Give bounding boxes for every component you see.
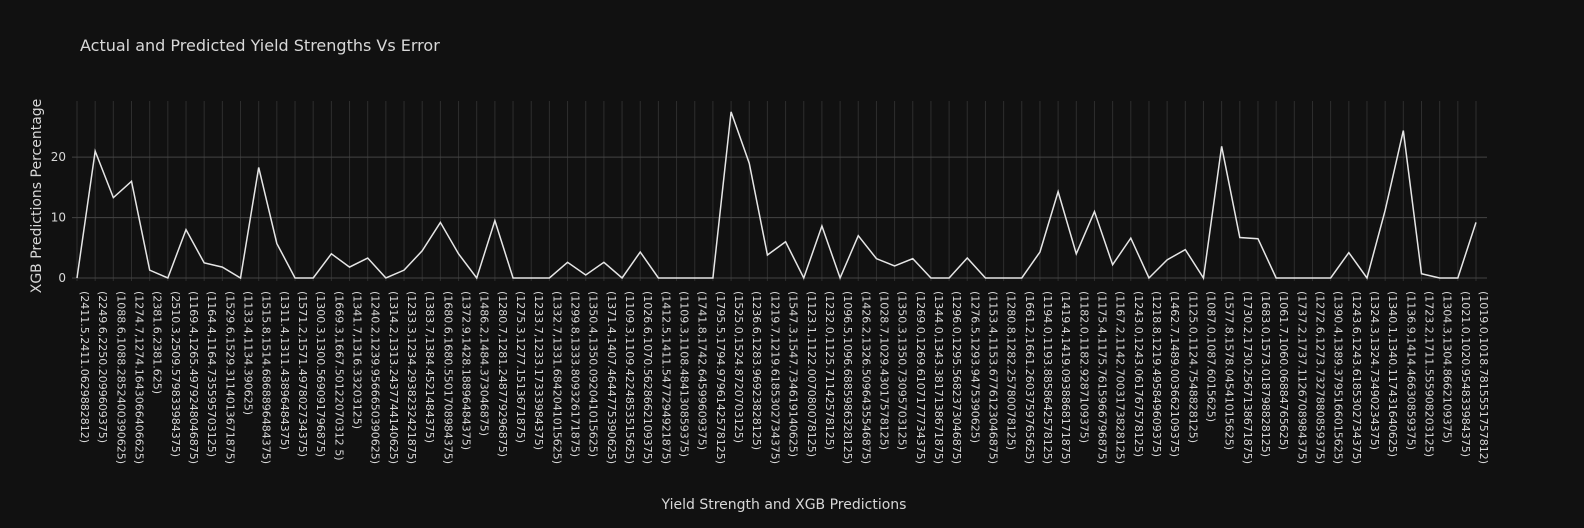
x-tick-label: (1153.4,1153.6776123046875) [986,291,999,464]
x-tick-label: (1272.6,1273.7327880859375) [1313,291,1326,464]
x-tick-label: (1304.3,1304.8662109375) [1441,291,1454,443]
x-tick-label: (1125.0,1124.7548828125) [1186,291,1199,443]
x-tick-label: (1683.0,1573.018798828125) [1259,291,1272,457]
y-axis-title: XGB Predictions Percentage [29,99,45,294]
x-tick-label: (1219.7,1219.6185302734375) [768,291,781,464]
x-tick-label: (1680.6,1680.5501708984375) [441,291,454,464]
x-tick-label: (1426.2,1326.5096435546875) [859,291,872,464]
x-tick-label: (1383.7,1384.4521484375) [423,291,436,443]
x-tick-label: (1296.0,1295.5682373046875) [950,291,963,464]
x-tick-label: (1019.0,1018.7815551757812) [1477,291,1490,464]
x-tick-label: (1243.0,1243.061767578125) [1132,291,1145,457]
x-tick-label: (1462.7,1489.003662109375) [1168,291,1181,457]
x-tick-label: (1182.0,1182.9287109375) [1077,291,1090,443]
x-tick-label: (1218.8,1219.495849609375) [1150,291,1163,457]
line-series [76,111,1477,281]
x-tick-label: (1344.0,1343.3817138671875) [932,291,945,464]
x-tick-label: (1136.9,1414.46630859375) [1404,291,1417,450]
x-tick-label: (1515.8,1514.6868896484375) [260,291,273,464]
x-tick-label: (1341.7,1316.33203125) [351,291,364,429]
x-tick-label: (1280.7,1281.248779296875) [496,291,509,457]
y-tick-label: 20 [51,150,66,164]
x-tick-label: (1164.4,1164.735595703125) [205,291,218,457]
y-tick-label: 0 [58,271,66,285]
x-tick-label: (1061.7,1060.06884765625) [1277,291,1290,450]
x-tick-label: (1661.2,1661.2603759765625) [1023,291,1036,464]
x-tick-label: (1300.3,1300.569091796875) [314,291,327,457]
y-tick-label: 10 [51,211,66,225]
x-tick-label: (2381.6,2381.625) [151,291,164,394]
x-tick-label: (1276.5,1293.9475390625) [968,291,981,443]
x-tick-label: (1486.2,1484.373046875) [478,291,491,436]
x-tick-label: (1332.7,1331.6842041015625) [550,291,563,464]
x-tick-label: (1412.5,1411.5477294921875) [659,291,672,464]
x-tick-label: (1741.8,1742.64599609375) [696,291,709,450]
x-tick-label: (1167.2,1142.7003173828125) [1114,291,1127,464]
x-tick-label: (1529.6,1529.3114013671875) [223,291,236,464]
x-tick-label: (2510.3,2509.579833984375) [169,291,182,457]
x-tick-label: (1123.1,1122.007080078125) [805,291,818,457]
x-tick-label: (1028.7,1029.43017578125) [877,291,890,450]
x-tick-label: (1299.8,1333.809326171875) [569,291,582,457]
x-tick-label: (2411.5,2411.0629882812) [78,291,91,443]
x-tick-label: (1194.0,1193.8858642578125) [1041,291,1054,464]
x-tick-label: (1324.3,1324.73490234375) [1368,291,1381,450]
x-tick-label: (1169.4,1265.4979248046875) [187,291,200,464]
x-tick-label: (1269.0,1269.6107177734375) [914,291,927,464]
x-tick-label: (1350.4,1350.092041015625) [587,291,600,457]
x-tick-label: (1371.4,1407.4644775390625) [605,291,618,464]
x-tick-label: (1274.7,1274.1643066406625) [133,291,146,464]
x-tick-label: (1275.3,1277.1513671875) [514,291,527,443]
x-tick-label: (1525.0,1524.8720703125) [732,291,745,443]
x-tick-label: (1232.0,1125.71142578125) [823,291,836,450]
x-tick-label: (1730.2,1730.2567138671875) [1241,291,1254,464]
chart-title: Actual and Predicted Yield Strengths Vs … [80,36,440,55]
x-tick-label: (1669.3,1667.50122070312 5) [332,291,345,461]
x-tick-label: (1547.3,1547.734619140625) [787,291,800,457]
x-tick-label: (1419.4,1419.0938868171875) [1059,291,1072,464]
x-tick-label: (1233.7,1233.17333984375) [532,291,545,450]
x-tick-label: (1390.4,1389.3795166015625) [1332,291,1345,464]
x-tick-label: (1021.0,1020.954833984375) [1459,291,1472,457]
x-tick-label: (1795.5,1794.9796142578125) [714,291,727,464]
x-tick-label: (1109.3,1108.484130859375) [678,291,691,457]
x-tick-label: (1109.3,1109.4224853515625) [623,291,636,464]
x-tick-label: (1233.3,1234.2938232421875) [405,291,418,464]
x-tick-label: (1243.6,1243.6185302734375) [1350,291,1363,464]
x-tick-label: (1175.4,1175.7615966796875) [1095,291,1108,464]
x-tick-label: (1723.2,1711.555908203125) [1422,291,1435,457]
x-tick-label: (1240.2,1239.9566650390625) [369,291,382,464]
x-tick-label: (1311.4,1311.43896484375) [278,291,291,450]
x-tick-label: (1577.8,1578.04541015625) [1223,291,1236,450]
x-tick-label: (1280.8,1282.25780078125) [1005,291,1018,450]
x-tick-label: (1571.2,1571.497802734375) [296,291,309,457]
x-tick-label: (1350.3,1350.73095703125) [896,291,909,450]
x-tick-label: (1088.6,1088.2852400390625) [114,291,127,464]
x-axis-title: Yield Strength and XGB Predictions [661,497,907,513]
x-tick-label: (2249.6,2250.2099609375) [96,291,109,443]
x-tick-label: (1372.9,1428.18896484375) [460,291,473,450]
x-tick-label: (1096.5,1096.6885986328125) [841,291,854,464]
x-tick-label: (1087.0,1087.6015625) [1204,291,1217,422]
x-tick-label: (1133.4,1134.390625) [242,291,255,415]
x-tick-label: (1314.2,1313.2437744140625) [387,291,400,464]
x-tick-label: (1737.2,1737.1126708984375) [1295,291,1308,464]
x-tick-label: (1026.6,1070.5628662109375) [641,291,654,464]
x-tick-label: (1340.1,1340.117431640625) [1386,291,1399,457]
x-tick-label: (1236.6,1283.96923828125) [750,291,763,450]
